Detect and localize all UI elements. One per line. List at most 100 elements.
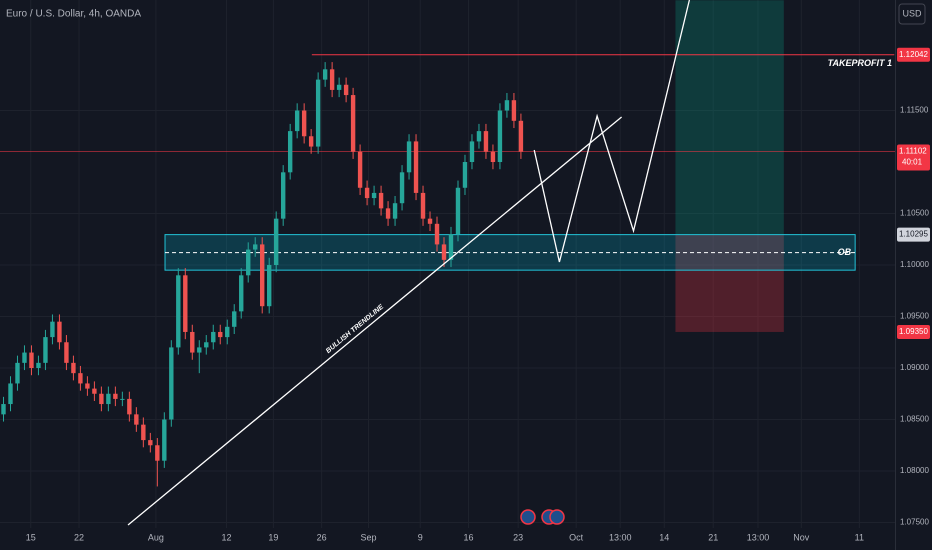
candle-body [469,141,475,163]
candle-body [329,69,335,90]
takeprofit-label: TAKEPROFIT 1 [828,58,892,68]
stop-price-box [897,324,930,339]
candle-body [420,192,426,219]
x-tick-label: 9 [418,532,423,542]
candle-body [64,342,69,363]
x-tick-label: Sep [360,532,376,542]
event-icon[interactable] [520,509,536,525]
candle-body [78,373,83,384]
zones: OB [0,0,895,332]
x-tick-label: Oct [569,532,584,542]
current-price-box [897,144,930,171]
x-tick-label: 16 [463,532,473,542]
candle-body [43,337,48,363]
candle-body [127,398,132,415]
candle-body [134,414,139,425]
candle-body [148,440,153,446]
candle-body [441,244,447,260]
candle-body [490,151,496,163]
y-tick-label: 1.11500 [900,106,929,115]
candle-body [225,326,230,338]
chart-title: Euro / U.S. Dollar, 4h, OANDA [6,9,141,20]
x-tick-label: Aug [148,532,164,542]
candle-body [169,347,174,420]
candle-body [204,342,209,348]
x-tick-label: 23 [513,532,523,542]
event-icon[interactable] [549,509,565,525]
grid [0,0,895,528]
y-tick-label: 1.07500 [900,518,929,527]
candle-body [406,141,412,173]
x-tick-label: Nov [793,532,810,542]
candle-body [378,192,384,209]
takeprofit-price-text: 1.12042 [899,50,928,59]
x-tick-label: 22 [74,532,84,542]
candle-body [176,275,181,348]
candle-body [476,131,482,142]
candle-body [141,424,146,441]
x-tick-label: 19 [268,532,278,542]
y-tick-label: 1.08500 [900,415,929,424]
currency-label[interactable]: USD [902,8,922,18]
candle-body [364,187,370,199]
candle-body [71,362,76,374]
x-tick-label: 26 [317,532,327,542]
candle-body [413,141,419,193]
y-tick-label: 1.10000 [900,260,929,269]
candle-body [483,131,489,152]
candle-body [218,331,223,338]
x-tick-label: 15 [26,532,36,542]
x-tick-label: 21 [708,532,718,542]
order-block-label: OB [838,247,852,257]
candle-body [343,84,349,96]
candle-body [15,362,20,384]
candle-body [357,151,363,188]
entry-price-box [897,227,930,242]
candle-body [36,362,41,369]
x-tick-label: 14 [659,532,669,542]
candle-body [399,172,405,204]
current-price-countdown: 40:01 [902,158,923,167]
candle-body [8,383,13,405]
x-tick-label: 13:00 [609,532,632,542]
currency-button[interactable] [898,3,926,25]
candle-body [50,321,55,338]
event-icons [520,509,565,525]
takeprofit-price-box [897,47,930,62]
candle-body [385,208,391,219]
candle-body [85,383,90,389]
candle-body [448,234,454,260]
candle-body [455,187,461,235]
candle-body [253,244,258,250]
candle-body [350,95,356,152]
candle-body [336,84,342,90]
candle-body [518,120,524,152]
candle-body [106,393,111,405]
candle-body [371,192,377,199]
candle-body [266,265,272,307]
candle-body [232,311,237,327]
y-tick-label: 1.08000 [900,466,929,475]
candle-body [155,445,160,461]
candle-body [211,331,216,343]
candle-body [120,398,125,400]
y-tick-label: 1.09500 [900,312,929,321]
candle-body [190,331,195,353]
candle-body [92,388,97,394]
candle-body [504,100,510,111]
y-tick-label: 1.10500 [900,209,929,218]
candle-body [392,203,398,219]
candle-body [246,249,251,276]
candle-body [57,321,62,343]
candle-body [462,162,468,188]
profit-zone [675,0,784,235]
candle-body [280,172,286,219]
axes: 1.07500 1.08000 1.08500 1.09000 1.09500 1.100… [26,47,930,542]
candle-body [183,275,188,332]
candle-body [497,110,503,163]
candle-body [315,79,321,147]
candles [1,62,524,487]
loss-zone [675,234,784,332]
